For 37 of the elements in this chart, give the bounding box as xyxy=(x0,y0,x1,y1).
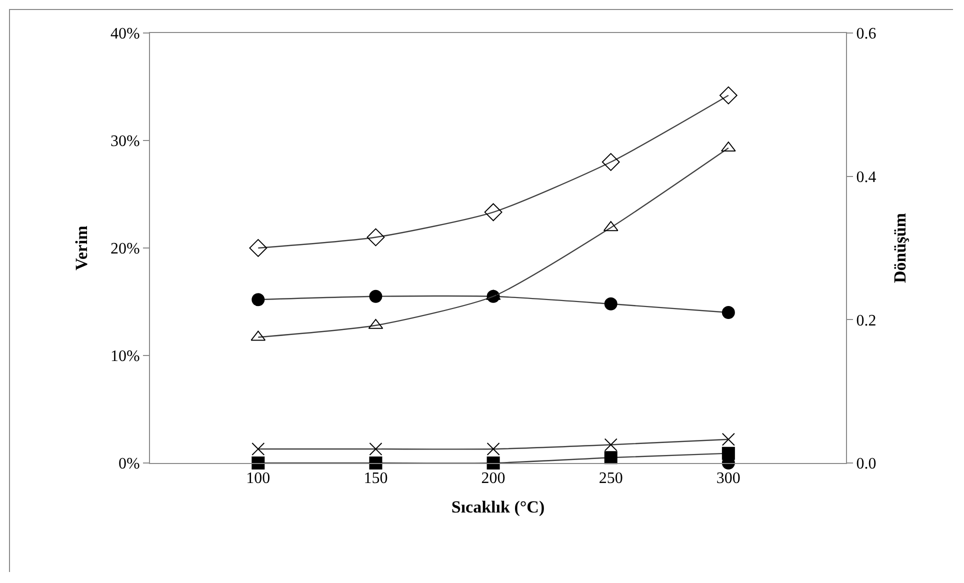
point xyxy=(722,306,735,319)
point xyxy=(369,442,382,456)
x-axis-title: Sıcaklık (°C) xyxy=(451,498,545,517)
point xyxy=(249,239,268,257)
point xyxy=(722,432,735,446)
point xyxy=(486,442,500,456)
point xyxy=(484,203,502,222)
y-tick-label: 0% xyxy=(118,456,140,473)
point xyxy=(369,290,382,303)
x-tick-label: 150 xyxy=(364,470,388,488)
y2-tick-label: 0.6 xyxy=(856,26,876,43)
point xyxy=(604,438,618,452)
y-tick-label: 40% xyxy=(110,26,140,43)
y2-tick-label: 0.4 xyxy=(856,168,876,186)
point xyxy=(719,86,738,104)
x-tick-label: 200 xyxy=(481,470,506,488)
point xyxy=(602,153,620,171)
point xyxy=(721,142,736,152)
y2-tick-label: 0.2 xyxy=(856,312,876,330)
y-tick-label: 10% xyxy=(110,348,140,366)
point xyxy=(604,297,618,310)
point xyxy=(252,293,265,306)
x-tick-label: 100 xyxy=(246,470,270,488)
y-axis-title: Verim xyxy=(72,226,92,270)
point xyxy=(486,456,500,470)
point xyxy=(252,456,265,470)
x-tick-label: 300 xyxy=(716,470,740,488)
y2-tick-label: 0.0 xyxy=(856,456,876,473)
point xyxy=(369,456,382,470)
point xyxy=(252,442,265,456)
point xyxy=(366,228,385,246)
y2-axis-title: Dönüşüm xyxy=(890,213,910,283)
point xyxy=(604,451,618,464)
x-tick-label: 250 xyxy=(598,470,623,488)
y-tick-label: 30% xyxy=(110,133,140,150)
y-tick-label: 20% xyxy=(110,240,140,258)
point xyxy=(722,446,735,460)
